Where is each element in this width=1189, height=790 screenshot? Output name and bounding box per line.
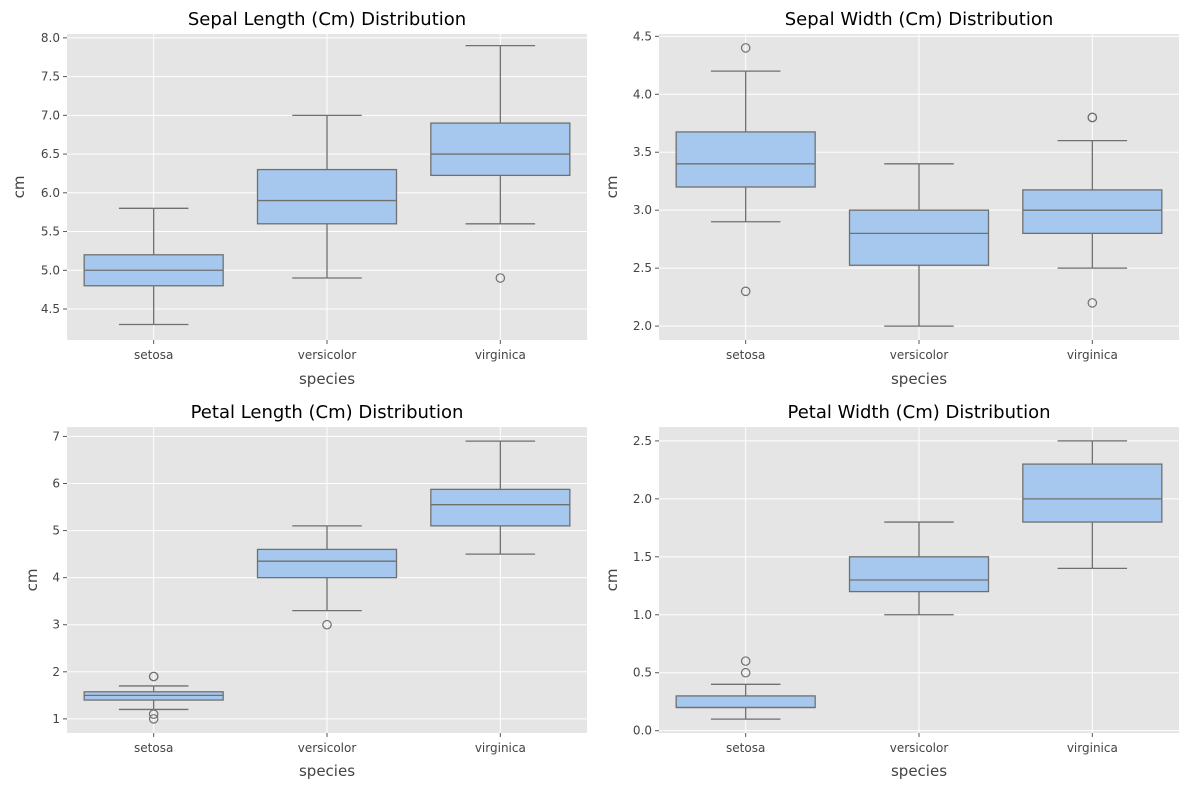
y-tick-label: 7 [52,429,60,443]
boxplot-virginica [1022,440,1163,570]
y-axis-label: cm [603,569,621,592]
chart-panel-petal-length: 1 2 3 4 5 6 7 setosa versicolor virginica Petal L… [23,402,587,780]
x-tick-label: setosa [726,741,765,755]
y-tick-label: 5.5 [41,225,60,239]
boxplot-setosa [675,43,816,297]
boxplot-setosa [675,656,816,720]
y-tick-label: 3 [52,618,60,632]
boxplot-versicolor [256,114,398,279]
x-tick-label: setosa [134,348,173,362]
y-tick-label: 4.0 [633,87,652,101]
x-axis-label: species [299,762,355,780]
y-tick-label: 4 [52,571,60,585]
chart-title: Petal Length (Cm) Distribution [191,402,464,423]
x-tick-label: virginica [1067,348,1118,362]
boxplot-versicolor [848,521,990,616]
x-tick-label: setosa [726,348,765,362]
y-tick-label: 4.5 [633,29,652,43]
outlier-point [740,667,751,678]
outlier-point [148,671,159,682]
boxplot-marks [675,43,1163,327]
x-axis-label: species [891,762,947,780]
x-tick-label: versicolor [890,741,949,755]
x-tick-label: virginica [1067,741,1118,755]
chart-title: Sepal Width (Cm) Distribution [785,9,1054,30]
y-tick-label: 5 [52,524,60,538]
x-axis-label: species [299,370,355,388]
boxplot-versicolor [256,525,398,630]
boxplot-virginica [430,44,571,283]
iqr-box [1022,189,1163,235]
outlier-point [740,286,751,297]
y-tick-label: 0.0 [633,724,652,738]
x-tick-label: virginica [475,741,526,755]
y-axis-label: cm [603,176,621,199]
y-tick-label: 2 [52,665,60,679]
chart-panel-sepal-width: 2.0 2.5 3.0 3.5 4.0 4.5 setosa versicolor virgin… [603,9,1179,388]
iqr-box [848,209,990,266]
x-tick-label: virginica [475,348,526,362]
iqr-box [848,556,990,593]
y-tick-label: 3.5 [633,145,652,159]
x-tick-label: versicolor [890,348,949,362]
y-tick-label: 2.0 [633,492,652,506]
x-tick-label: versicolor [298,741,357,755]
outlier-point [740,43,751,53]
boxplot-marks [83,44,571,326]
outlier-point [740,656,751,666]
y-tick-label: 2.5 [633,261,652,275]
y-tick-label: 1.5 [633,550,652,564]
iqr-box [256,548,398,579]
y-tick-label: 1 [52,712,60,726]
axis-ticks: 0.0 0.5 1.0 1.5 2.0 2.5 setosa versicolor virgin… [633,434,1118,755]
chart-panel-sepal-length: 4.5 5.0 5.5 6.0 6.5 7.0 7.5 8.0 setosa versicolor… [10,9,587,388]
y-tick-label: 2.0 [633,319,652,333]
boxplot-virginica [1022,112,1163,308]
y-tick-label: 4.5 [41,302,60,316]
iqr-box [1022,463,1163,523]
outlier-point [148,709,159,719]
iqr-box [430,488,571,527]
iqr-box [675,695,816,709]
y-tick-label: 0.5 [633,666,652,680]
y-tick-label: 1.0 [633,608,652,622]
boxplot-marks [675,440,1163,720]
y-tick-label: 2.5 [633,434,652,448]
y-tick-label: 7.5 [41,70,60,84]
outlier-point [1087,298,1098,308]
y-tick-label: 8.0 [41,31,60,45]
iqr-box [256,168,398,225]
y-tick-label: 6 [52,476,60,490]
outlier-point [148,714,159,724]
outlier-point [1087,112,1098,123]
y-axis-label: cm [23,569,41,592]
boxplot-setosa [83,671,224,724]
x-tick-label: versicolor [298,348,357,362]
y-tick-label: 3.0 [633,203,652,217]
chart-panel-petal-width: 0.0 0.5 1.0 1.5 2.0 2.5 setosa versicolor virgin… [603,402,1179,780]
chart-title: Petal Width (Cm) Distribution [788,402,1051,423]
axis-ticks: 1 2 3 4 5 6 7 setosa versicolor virginica [52,429,525,755]
outlier-point [322,619,332,630]
boxplot-marks [83,440,571,724]
y-tick-label: 7.0 [41,108,60,122]
boxplot-setosa [83,207,224,326]
axis-ticks: 4.5 5.0 5.5 6.0 6.5 7.0 7.5 8.0 setosa versicolor… [41,31,526,362]
chart-title: Sepal Length (Cm) Distribution [188,9,466,30]
y-tick-label: 6.0 [41,186,60,200]
axis-ticks: 2.0 2.5 3.0 3.5 4.0 4.5 setosa versicolor virgin… [633,29,1118,362]
boxplot-versicolor [848,163,990,327]
y-tick-label: 6.5 [41,147,60,161]
boxplot-virginica [430,440,571,555]
grid-lines [67,427,587,733]
iqr-box [430,122,571,177]
outlier-point [495,273,506,283]
y-tick-label: 5.0 [41,263,60,277]
y-axis-label: cm [10,176,28,199]
x-axis-label: species [891,370,947,388]
x-tick-label: setosa [134,741,173,755]
iqr-box [675,131,816,188]
